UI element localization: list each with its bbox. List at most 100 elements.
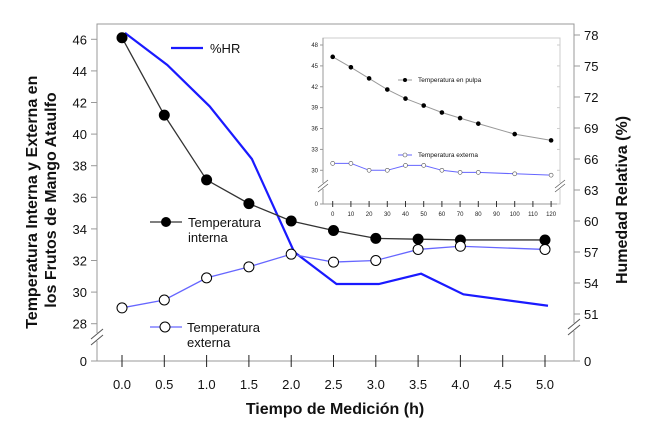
inset-data-point-pulpa <box>439 110 445 115</box>
inset-data-point-pulpa <box>421 103 427 108</box>
x-tick-label: 1.0 <box>198 377 216 392</box>
inset-x-tick-label: 110 <box>528 212 538 218</box>
inset-legend-label-externa: Temperatura externa <box>418 152 478 159</box>
y2-tick-label: 63 <box>584 183 598 198</box>
inset-x-tick-label: 100 <box>510 212 521 218</box>
inset-axis-break-mark <box>554 183 566 193</box>
legend-marker-interna <box>161 217 171 227</box>
data-point-interna <box>539 234 551 246</box>
inset-x-tick-label: 0 <box>331 212 335 218</box>
x-tick-label: 1.5 <box>240 377 258 392</box>
inset-data-point-pulpa <box>330 54 336 60</box>
data-point-externa <box>285 248 297 260</box>
y2-tick-label: 69 <box>584 121 598 136</box>
y2-tick-label: 66 <box>584 152 598 167</box>
inset-data-point-externa <box>457 170 463 175</box>
main-chart: 0.0 0.5 1.0 1.5 2.0 2.5 3.0 3.5 4.0 4.5 5.0 0 28 30 32… <box>73 23 598 392</box>
y2-tick-label: 60 <box>584 214 598 229</box>
inset-x-tick-label: 90 <box>493 212 500 218</box>
y2-tick-label: 54 <box>584 276 598 291</box>
y2-tick-label: 78 <box>584 28 598 43</box>
y2-tick-label: 57 <box>584 245 598 260</box>
x-tick-label: 2.5 <box>324 377 342 392</box>
data-point-externa <box>454 240 466 252</box>
inset-data-point-pulpa <box>403 96 408 101</box>
inset-data-point-externa <box>548 172 554 178</box>
data-point-externa <box>412 243 424 255</box>
data-point-interna <box>158 109 170 121</box>
inset-x-tick-label: 40 <box>402 212 409 218</box>
y-tick-label: 42 <box>73 96 87 111</box>
y-tick-label: 40 <box>73 127 87 142</box>
y2-tick-label: 75 <box>584 59 598 74</box>
inset-data-point-pulpa <box>457 115 463 121</box>
series-line-interna <box>121 37 545 241</box>
inset-data-point-externa <box>439 168 445 173</box>
axis-break-mark <box>567 318 581 330</box>
inset-data-point-externa <box>330 161 336 166</box>
inset-x-tick-label: 80 <box>475 212 482 218</box>
data-point-externa <box>328 256 339 268</box>
y-tick-label: 30 <box>73 285 87 300</box>
data-point-interna <box>328 224 339 236</box>
axis-break-gap <box>91 333 103 341</box>
y-tick-label: 38 <box>73 159 87 174</box>
inset-y-tick-label: 0 <box>315 202 319 208</box>
axis-break-mark <box>90 328 104 340</box>
inset-y-tick-label: 42 <box>311 85 318 91</box>
inset-axis-break-gap <box>319 183 327 189</box>
y-axis-title: Temperatura Interna y Externa en los Fru… <box>24 71 60 329</box>
inset-axis-break-mark <box>317 183 329 193</box>
inset-data-point-externa <box>403 163 408 168</box>
y-tick-label: 34 <box>73 222 87 237</box>
y2-tick-label: 0 <box>584 354 591 369</box>
y2-axis-title: Humedad Relativa (%) <box>614 116 631 284</box>
legend-label-externa: Temperatura <box>187 320 261 335</box>
inset-data-point-pulpa <box>475 121 481 126</box>
inset-data-point-externa <box>384 168 390 173</box>
inset-x-tick-label: 30 <box>384 212 391 218</box>
inset-data-point-externa <box>421 163 427 168</box>
axis-break-gap <box>568 323 580 331</box>
y-tick-label: 0 <box>80 354 87 369</box>
inset-data-point-pulpa <box>348 64 354 70</box>
inset-data-point-externa <box>512 171 518 177</box>
data-point-interna <box>285 215 297 227</box>
y-tick-label: 44 <box>73 64 87 79</box>
y2-tick-label: 51 <box>584 307 598 322</box>
inset-legend-label-pulpa: Temperatura en pulpa <box>418 77 482 84</box>
data-point-externa <box>116 302 128 314</box>
inset-data-point-pulpa <box>366 76 372 81</box>
inset-frame <box>322 37 561 205</box>
legend-label-interna: interna <box>188 230 229 245</box>
inset-y-tick-label: 36 <box>311 127 318 133</box>
inset-y-tick-label: 30 <box>311 168 318 174</box>
inset-axis-break-mark <box>554 179 566 189</box>
x-tick-label: 4.0 <box>451 377 469 392</box>
inset-x-tick-label: 70 <box>457 212 464 218</box>
data-point-interna <box>201 174 213 186</box>
axis-break-mark <box>90 334 104 346</box>
data-point-externa <box>243 261 255 273</box>
legend-label-externa: externa <box>187 335 231 350</box>
data-point-externa <box>158 294 170 306</box>
data-point-interna <box>243 198 255 210</box>
axis-break-mark <box>567 324 581 336</box>
x-tick-label: 3.5 <box>409 377 427 392</box>
data-point-externa <box>370 255 382 266</box>
series-line-hr <box>124 32 549 307</box>
x-tick-label: 4.5 <box>494 377 512 392</box>
inset-legend-marker-pulpa <box>403 78 407 82</box>
y2-tick-label: 72 <box>584 90 598 105</box>
inset-axis-break-mark <box>317 179 329 189</box>
inset-x-tick-label: 60 <box>439 212 446 218</box>
y-tick-label: 32 <box>73 254 87 269</box>
inset-data-point-pulpa <box>512 131 518 137</box>
inset-y-tick-label: 39 <box>311 106 318 112</box>
y-tick-label: 28 <box>73 317 87 332</box>
data-point-interna <box>116 32 128 44</box>
inset-data-point-pulpa <box>384 87 390 92</box>
inset-data-point-externa <box>366 168 372 173</box>
inset-y-tick-label: 48 <box>311 43 318 49</box>
inset-y-tick-label: 45 <box>311 64 318 70</box>
